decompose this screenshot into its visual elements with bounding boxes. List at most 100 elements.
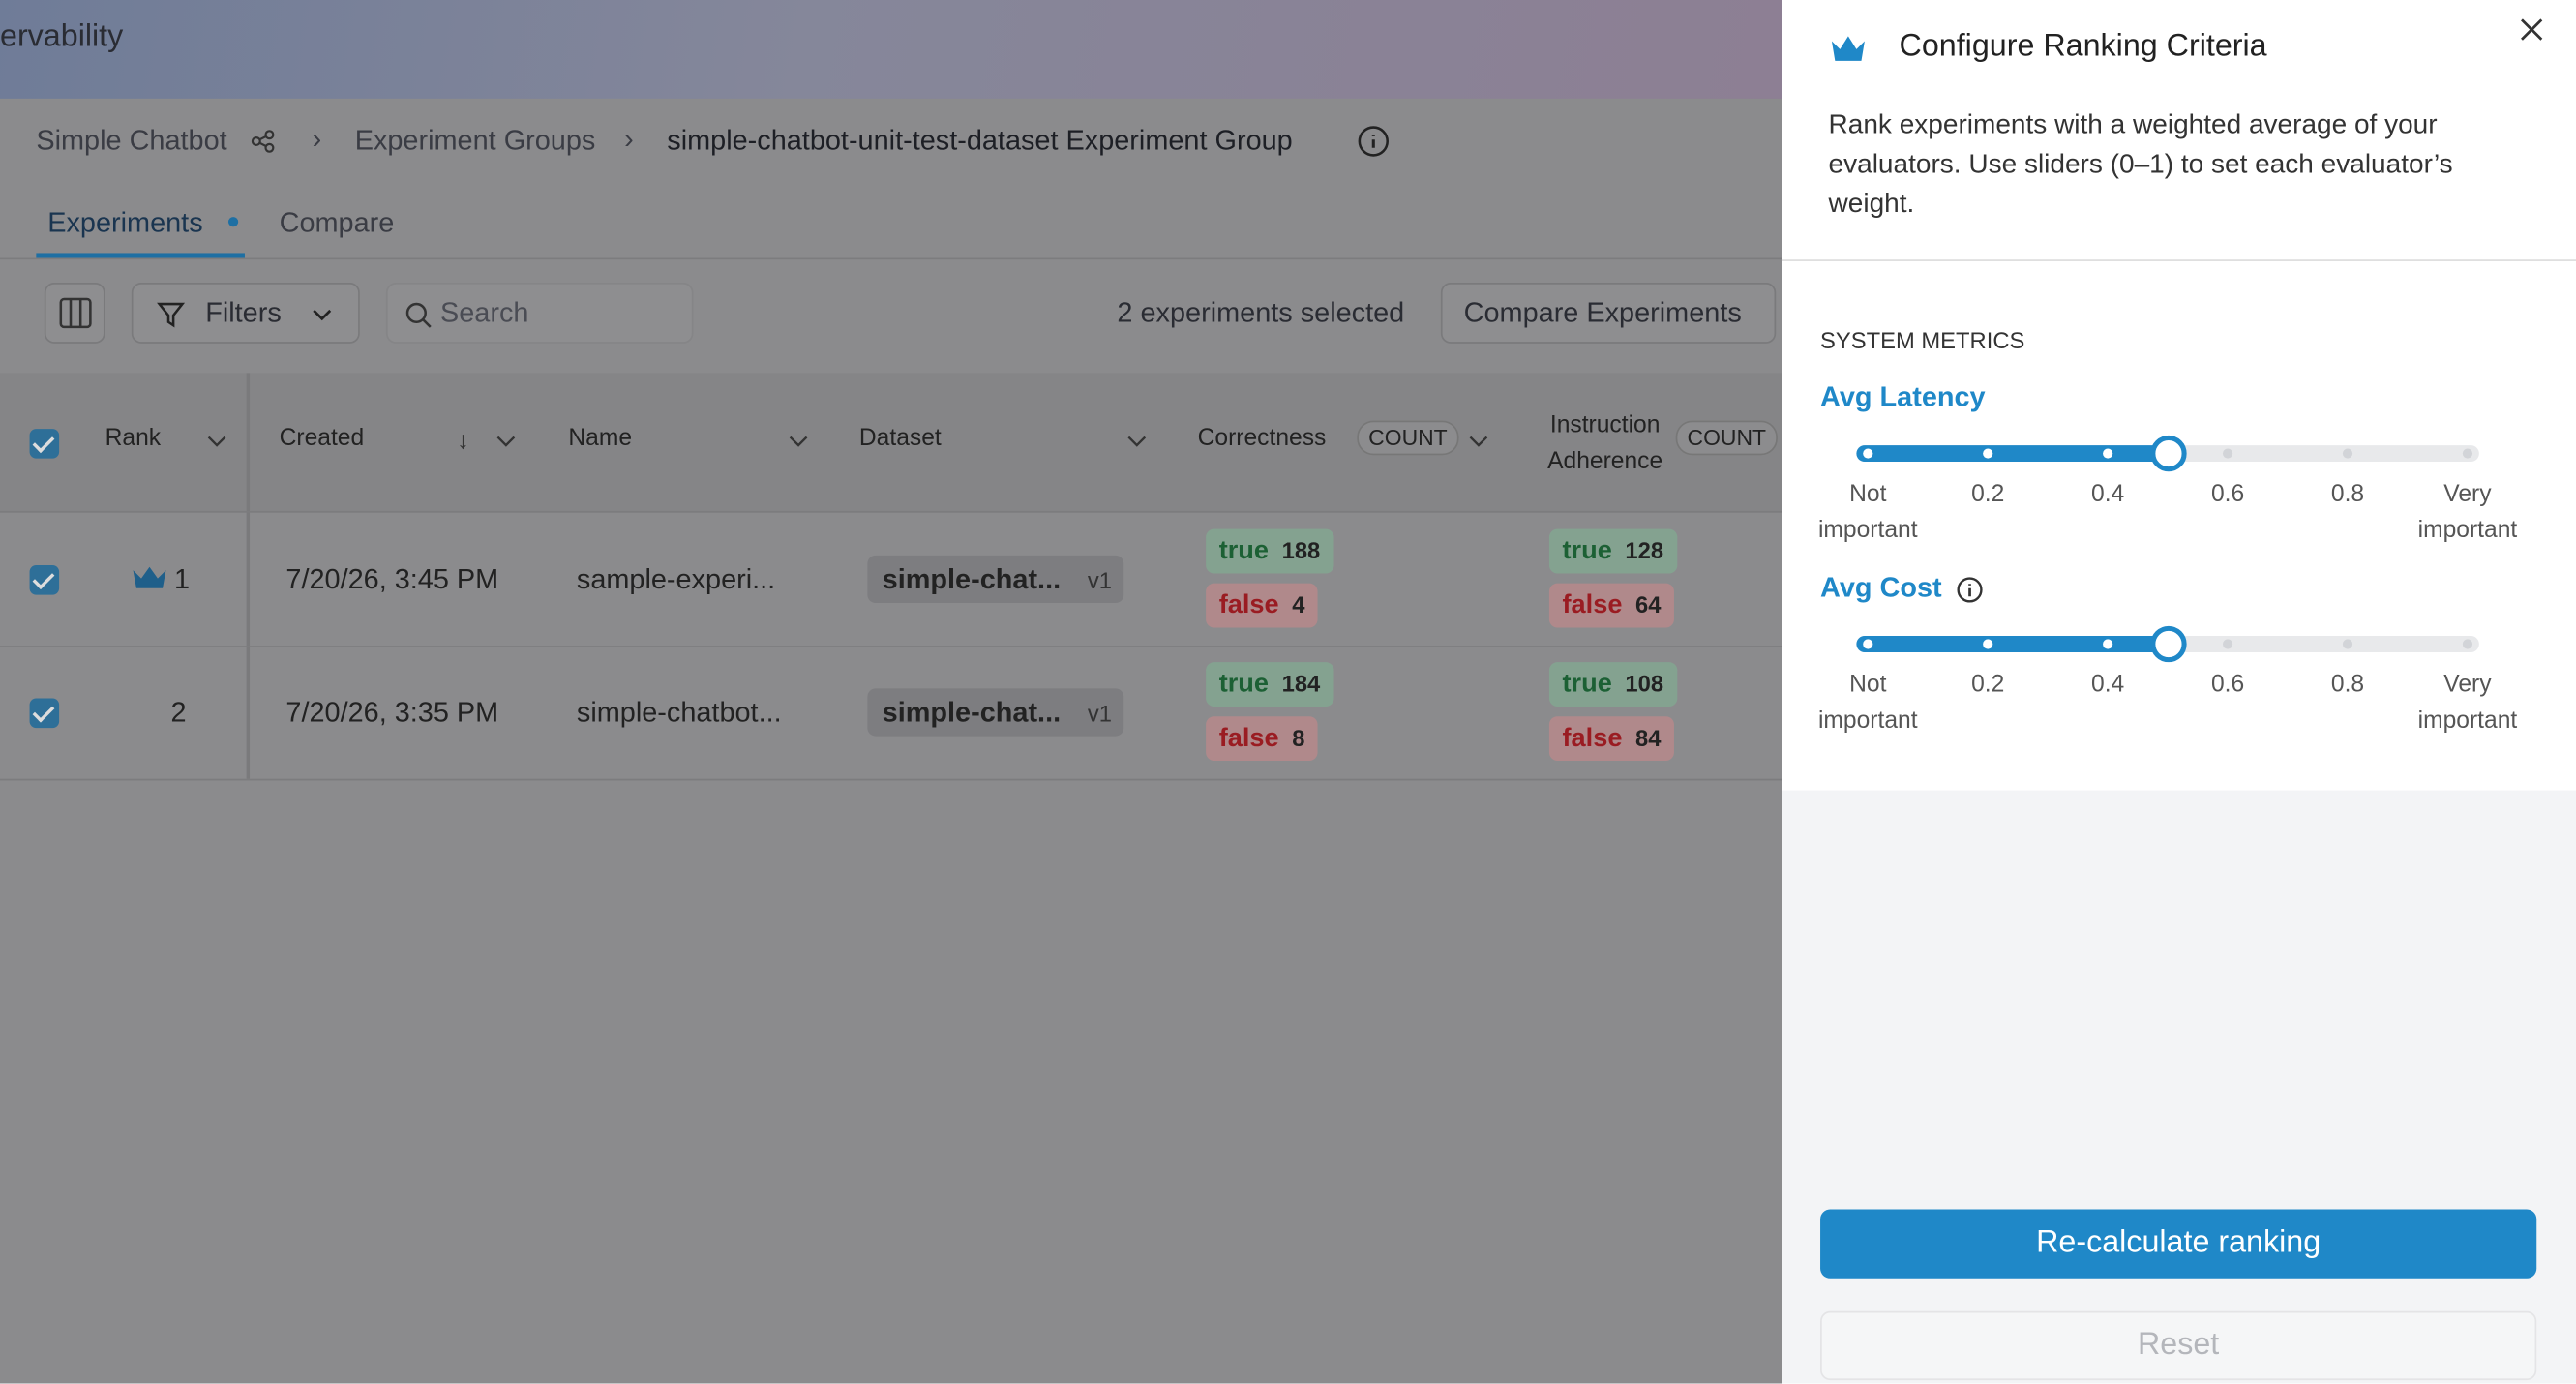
name[interactable]: simple-chatbot... — [576, 696, 782, 729]
recalculate-button[interactable]: Re-calculate ranking — [1820, 1209, 2537, 1279]
column-header[interactable]: Correctness — [1197, 425, 1327, 452]
columns-button[interactable] — [44, 283, 105, 344]
column-menu[interactable] — [1127, 431, 1147, 450]
version: v1 — [1087, 700, 1112, 727]
crown-icon — [1831, 36, 1865, 61]
filters-button[interactable]: Filters — [131, 283, 360, 344]
graphic — [1127, 436, 1147, 447]
info-icon[interactable] — [1955, 575, 1985, 613]
select-all[interactable] — [29, 429, 60, 459]
info-icon[interactable] — [1357, 125, 1390, 158]
slider-name: Avg Latency — [1820, 380, 1986, 413]
divider — [1782, 259, 2576, 261]
row-checkbox[interactable] — [29, 565, 60, 595]
search-box[interactable]: Search — [385, 283, 694, 344]
slider-tick — [2103, 448, 2113, 459]
scale-label: Not important — [1817, 672, 1918, 735]
graphic — [69, 298, 82, 327]
breadcrumb[interactable]: Experiment Groups — [354, 125, 596, 157]
slider-tick — [2222, 639, 2233, 649]
graphic — [264, 142, 275, 153]
separator: › — [624, 123, 634, 155]
panel-title: Configure Ranking Criteria — [1899, 29, 2267, 65]
graphic — [405, 302, 427, 324]
tab[interactable]: Compare — [279, 206, 395, 239]
slider-tick — [1863, 639, 1873, 649]
column-menu[interactable] — [207, 431, 226, 450]
label: true — [1218, 670, 1270, 699]
true-count: true 184 — [1206, 662, 1333, 707]
label: false — [1562, 591, 1623, 620]
column-header[interactable]: Rank — [105, 425, 162, 452]
close-button[interactable] — [2517, 15, 2547, 45]
false-count: false 4 — [1206, 583, 1319, 628]
share-icon — [251, 130, 275, 153]
count: 108 — [1625, 670, 1664, 697]
tab-active[interactable]: Experiments — [47, 206, 203, 239]
rank: 2 — [170, 696, 187, 729]
true-count: true 188 — [1206, 528, 1333, 574]
label: false — [1562, 724, 1623, 753]
column-menu[interactable] — [496, 431, 516, 450]
icon — [1127, 436, 1147, 447]
icon — [157, 302, 186, 328]
crown-icon — [132, 565, 167, 600]
count: 84 — [1635, 724, 1662, 751]
name[interactable]: sample-experi... — [576, 563, 776, 595]
graphic — [264, 130, 275, 140]
scale-label: 0.2 — [1971, 481, 2005, 508]
icon — [496, 436, 516, 447]
aggregation-pill[interactable]: COUNT — [1357, 420, 1459, 456]
row-checkbox[interactable] — [29, 698, 60, 729]
row-divider — [0, 778, 1783, 781]
row-divider — [0, 510, 1783, 513]
separator: › — [312, 123, 322, 155]
slider-tick — [2103, 639, 2113, 649]
icon — [313, 309, 332, 321]
scale-label: 0.8 — [2330, 672, 2365, 699]
dataset-pill[interactable]: simple-chat... v1 — [867, 688, 1124, 737]
graphic — [789, 436, 808, 447]
label: true — [1562, 670, 1612, 699]
app-title: ervability — [0, 19, 124, 55]
false-count: false 64 — [1548, 583, 1675, 628]
column-header[interactable]: Instruction Adherence — [1547, 412, 1663, 475]
tab-dot — [227, 217, 239, 227]
column-header[interactable]: Dataset — [858, 425, 942, 452]
breadcrumb[interactable]: Simple Chatbot — [36, 125, 227, 157]
count: 8 — [1292, 724, 1305, 751]
reset-button[interactable]: Reset — [1820, 1310, 2537, 1381]
sort-icon[interactable]: ↓ — [456, 427, 469, 456]
label: false — [1218, 591, 1279, 620]
slider-tick — [2342, 448, 2353, 459]
aggregation-pill[interactable]: COUNT — [1675, 420, 1778, 456]
slider-thumb[interactable] — [2149, 435, 2186, 472]
graphic — [251, 135, 261, 147]
row-divider — [0, 646, 1783, 647]
slider-fill — [1856, 445, 2169, 463]
dataset-pill[interactable]: simple-chat... v1 — [867, 555, 1124, 604]
count: 128 — [1625, 537, 1664, 564]
graphic — [1469, 436, 1488, 447]
column-menu[interactable] — [789, 431, 808, 450]
graphic — [258, 135, 267, 148]
table-header — [0, 373, 1783, 511]
column-header[interactable]: Name — [568, 425, 633, 452]
graphic — [59, 297, 92, 329]
graphic — [157, 302, 186, 328]
true-count: true 128 — [1548, 528, 1677, 574]
slider-tick — [1983, 448, 1993, 459]
slider-thumb[interactable] — [2149, 625, 2186, 663]
column-menu[interactable] — [1469, 431, 1488, 450]
label: false — [1218, 724, 1279, 753]
graphic — [1957, 577, 1983, 603]
slider-group: Avg Latency Not important 0.2 0.4 0.6 0.8 Very… — [1782, 381, 2576, 562]
graphic — [1831, 36, 1865, 61]
column-header[interactable]: Created — [279, 425, 365, 452]
slider-tick — [1983, 639, 1993, 649]
graphic — [496, 436, 516, 447]
compare-button[interactable]: Compare Experiments — [1440, 283, 1777, 344]
tab-underline — [36, 253, 245, 258]
search-placeholder: Search — [439, 297, 529, 329]
